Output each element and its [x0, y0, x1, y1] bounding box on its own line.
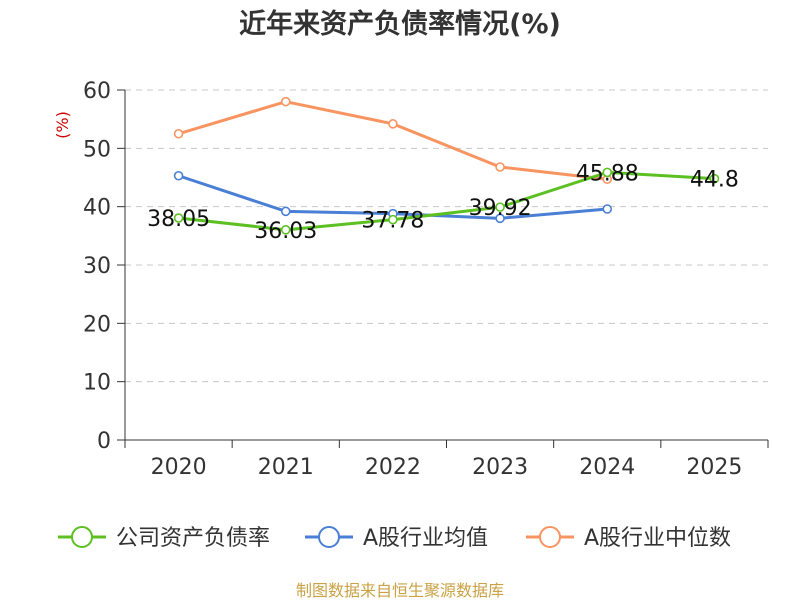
data-label-2023: 39.92 — [469, 196, 532, 221]
data-point-0-2022 — [388, 214, 398, 225]
legend-item-1[interactable]: A股行业均值 — [305, 526, 488, 551]
data-label-2020: 38.05 — [147, 207, 210, 232]
x-tick-label-2020: 2020 — [151, 455, 207, 480]
legend-label-2: A股行业中位数 — [584, 526, 731, 551]
series-lines — [173, 96, 720, 235]
data-point-0-2025 — [709, 173, 720, 184]
y-tick-label-20: 20 — [83, 312, 111, 337]
data-point-1-2020 — [173, 170, 184, 181]
data-label-2022: 37.78 — [361, 209, 424, 234]
y-tick-label-0: 0 — [97, 429, 111, 454]
legend-item-2[interactable]: A股行业中位数 — [526, 526, 731, 551]
y-tick-label-40: 40 — [83, 196, 111, 221]
data-point-1-2023 — [495, 213, 505, 224]
source-note: 制图数据来自恒生聚源数据库 — [296, 581, 504, 600]
x-tick-label-2024: 2024 — [579, 455, 635, 480]
data-point-0-2023 — [495, 202, 505, 212]
y-tick-label-50: 50 — [83, 137, 111, 162]
data-point-0-2021 — [280, 225, 291, 235]
legend-marker-2 — [539, 526, 561, 548]
data-point-1-2021 — [280, 206, 291, 217]
y-tick-label-30: 30 — [83, 254, 111, 279]
series-2 — [173, 96, 613, 185]
data-point-2-2023 — [495, 162, 505, 172]
data-labels: 38.05 36.03 37.78 39.92 45.88 44.8 — [147, 161, 739, 243]
series-0 — [173, 167, 720, 235]
x-tick-label-2025: 2025 — [686, 455, 742, 480]
data-point-0-2020 — [173, 213, 184, 223]
legend-marker-1 — [318, 526, 340, 548]
data-point-1-2024 — [602, 204, 613, 214]
legend-marker-0 — [71, 526, 93, 548]
legend-item-0[interactable]: 公司资产负债率 — [58, 526, 270, 551]
data-point-0-2024 — [602, 167, 613, 178]
x-tick-label-2021: 2021 — [258, 455, 314, 480]
data-point-2-2022 — [388, 119, 398, 129]
data-point-2-2021 — [280, 96, 291, 107]
legend-label-0: 公司资产负债率 — [116, 526, 270, 551]
data-label-2021: 36.03 — [254, 219, 317, 244]
legend[interactable]: 公司资产负债率 A股行业均值 A股行业中位数 — [58, 526, 731, 551]
grid-lines — [125, 89, 768, 383]
axes: 0 10 20 30 40 50 60 2020 2021 2022 2023 2024 2025 — [83, 79, 769, 480]
series-line-0 — [178, 170, 715, 232]
series-line-2 — [178, 100, 608, 181]
y-tick-label-10: 10 — [83, 371, 111, 396]
x-tick-label-2023: 2023 — [472, 455, 528, 480]
data-label-2025: 44.8 — [690, 168, 739, 193]
data-label-2024: 45.88 — [576, 161, 639, 186]
data-point-2-2020 — [173, 128, 184, 139]
x-tick-label-2022: 2022 — [365, 455, 421, 480]
y-axis-unit-label: (%) — [53, 111, 72, 139]
legend-label-1: A股行业均值 — [363, 526, 488, 551]
chart-title: 近年来资产负债率情况(%) — [239, 8, 561, 40]
y-tick-label-60: 60 — [83, 79, 111, 104]
